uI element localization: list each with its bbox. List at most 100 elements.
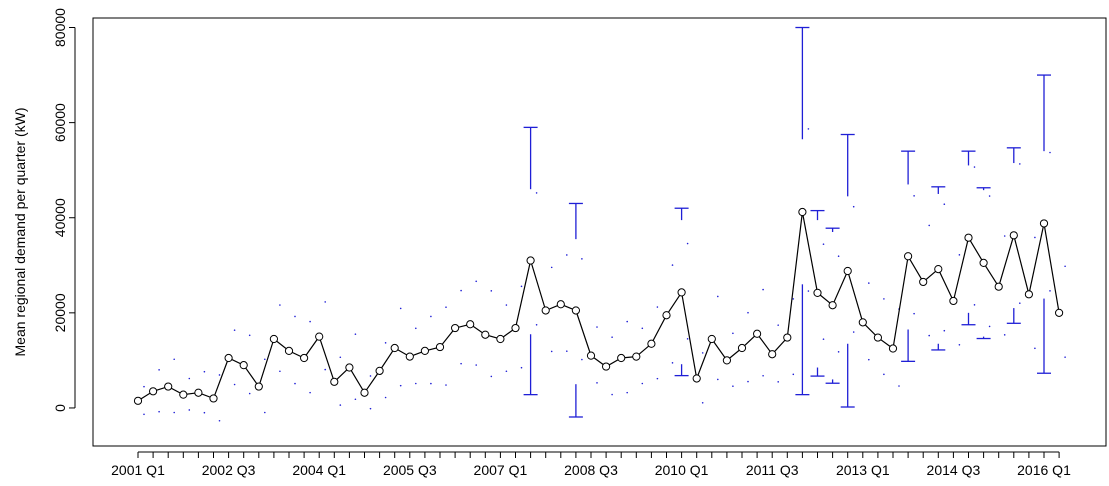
upper-dot bbox=[309, 320, 311, 323]
upper-dot bbox=[445, 306, 447, 308]
lower-dot bbox=[475, 364, 478, 366]
lower-dot bbox=[158, 410, 160, 413]
upper-dot bbox=[158, 369, 160, 371]
x-tick-label: 2014 Q3 bbox=[927, 462, 981, 478]
lower-dot bbox=[354, 398, 357, 401]
mean-point bbox=[843, 266, 852, 276]
lower-dot bbox=[671, 362, 674, 364]
y-tick-label: 60000 bbox=[52, 103, 68, 142]
mean-point bbox=[1024, 290, 1034, 299]
upper-dot bbox=[868, 282, 870, 284]
upper-dot bbox=[581, 258, 583, 260]
mean-point bbox=[194, 388, 203, 397]
lower-dot bbox=[264, 411, 266, 414]
lower-dot bbox=[309, 391, 311, 394]
mean-point bbox=[345, 363, 354, 372]
upper-dot bbox=[430, 315, 432, 318]
mean-point bbox=[571, 306, 581, 315]
y-axis-label: Mean regional demand per quarter (kW) bbox=[12, 107, 28, 356]
mean-point bbox=[224, 353, 233, 363]
mean-point bbox=[209, 394, 218, 403]
upper-dot bbox=[173, 358, 175, 361]
lower-dot bbox=[717, 378, 719, 381]
lower-dot bbox=[792, 373, 795, 376]
lower-dot bbox=[1003, 334, 1006, 336]
lower-dot bbox=[445, 384, 447, 386]
mean-point bbox=[496, 334, 505, 344]
upper-dot bbox=[354, 333, 357, 335]
upper-dot bbox=[1019, 163, 1021, 165]
upper-dot bbox=[1049, 151, 1051, 154]
lower-dot bbox=[399, 384, 402, 387]
upper-dot bbox=[807, 128, 810, 130]
lower-dot bbox=[868, 358, 870, 361]
upper-dot bbox=[218, 374, 221, 376]
lower-dot bbox=[611, 393, 613, 396]
interval-bars bbox=[523, 26, 1051, 418]
upper-dot bbox=[641, 327, 644, 330]
mean-point bbox=[586, 351, 596, 360]
x-tick-label: 2004 Q1 bbox=[292, 462, 346, 478]
upper-dot bbox=[792, 298, 795, 300]
upper-dot bbox=[656, 306, 659, 308]
lower-dot bbox=[852, 331, 855, 333]
y-tick-label: 40000 bbox=[52, 198, 68, 237]
upper-dot bbox=[460, 289, 462, 292]
mean-point bbox=[420, 346, 429, 355]
lower-dot bbox=[535, 323, 538, 326]
y-tick-label: 20000 bbox=[52, 293, 68, 332]
upper-dot bbox=[701, 352, 704, 354]
x-tick-label: 2005 Q3 bbox=[383, 462, 437, 478]
upper-dot bbox=[732, 332, 734, 335]
upper-dot bbox=[973, 166, 976, 168]
mean-point bbox=[541, 306, 550, 315]
mean-point bbox=[435, 342, 445, 352]
upper-dot bbox=[686, 242, 689, 245]
mean-point bbox=[873, 333, 883, 342]
upper-dot bbox=[883, 298, 885, 300]
upper-dot bbox=[928, 224, 930, 227]
lower-dot bbox=[369, 407, 372, 410]
upper-dot bbox=[717, 295, 719, 298]
lower-dot bbox=[505, 370, 508, 373]
lower-dot bbox=[973, 304, 976, 306]
upper-dot bbox=[958, 254, 961, 256]
mean-point bbox=[934, 264, 943, 274]
lower-dot bbox=[279, 370, 281, 373]
upper-dot bbox=[203, 370, 206, 373]
mean-point bbox=[330, 377, 339, 386]
lower-dot bbox=[566, 350, 568, 352]
x-tick-label: 2001 Q1 bbox=[111, 462, 165, 478]
lower-dot bbox=[913, 312, 915, 315]
lower-dot bbox=[883, 373, 885, 376]
mean-point bbox=[375, 366, 384, 375]
upper-dot bbox=[324, 301, 327, 303]
mean-point bbox=[662, 311, 671, 320]
mean-point bbox=[315, 332, 324, 341]
lower-dot bbox=[1019, 302, 1021, 304]
upper-dot bbox=[490, 290, 493, 292]
lower-dot bbox=[143, 413, 145, 416]
mean-point bbox=[360, 388, 369, 397]
upper-dot bbox=[369, 375, 372, 377]
lower-dot bbox=[762, 374, 764, 377]
mean-point bbox=[390, 343, 399, 353]
lower-dot bbox=[807, 290, 810, 292]
lower-dot bbox=[384, 396, 387, 399]
mean-point bbox=[451, 323, 460, 333]
lower-dot bbox=[460, 362, 462, 365]
mean-point bbox=[617, 353, 626, 363]
upper-dot bbox=[520, 285, 523, 288]
lower-dot bbox=[596, 382, 598, 384]
lower-dot bbox=[218, 419, 221, 422]
lower-dot bbox=[686, 338, 689, 340]
lower-dot bbox=[430, 382, 432, 385]
mean-point bbox=[949, 296, 958, 306]
mean-point bbox=[919, 277, 928, 287]
lower-dot bbox=[928, 334, 930, 337]
lower-dot bbox=[1034, 347, 1036, 350]
mean-point bbox=[768, 350, 777, 359]
x-tick-label: 2013 Q1 bbox=[836, 462, 890, 478]
mean-point bbox=[722, 356, 732, 365]
upper-dot bbox=[339, 356, 342, 359]
